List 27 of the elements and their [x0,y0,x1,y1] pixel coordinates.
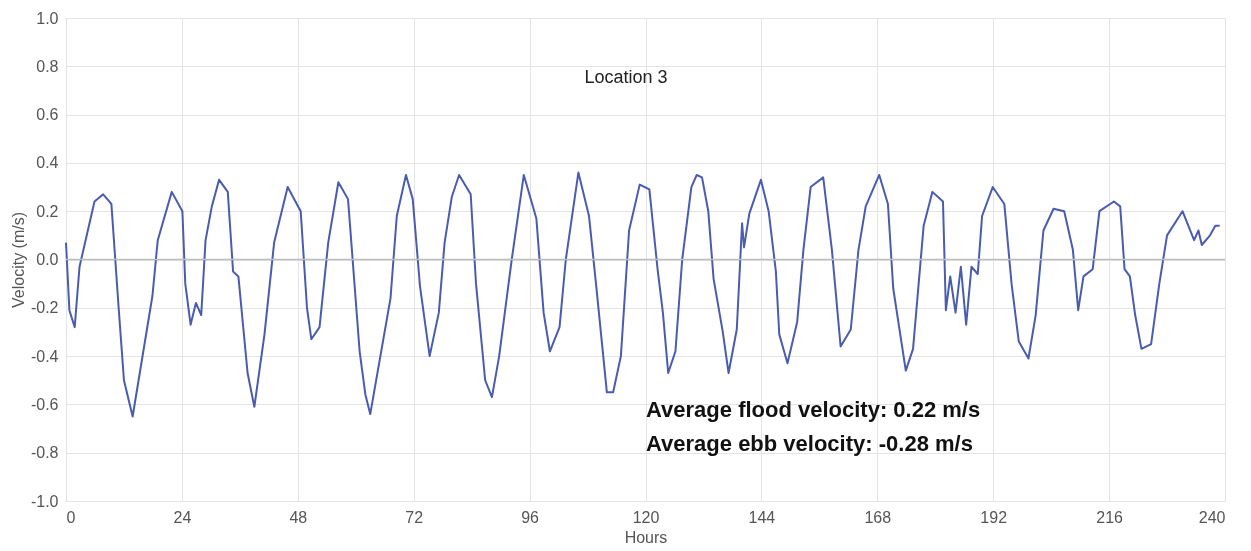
y-tick-label: 0.8 [36,57,59,75]
x-tick-label: 0 [66,508,76,526]
x-tick-label: 144 [748,508,776,526]
y-tick-label: -0.8 [30,444,59,462]
y-tick-label: 1.0 [36,9,59,27]
y-tick-label: 0.2 [36,202,59,220]
x-tick-label: 72 [405,508,424,526]
y-tick-label: 0.6 [36,106,59,124]
x-tick-label: 48 [289,508,308,526]
y-tick-label: 0.4 [36,154,59,172]
y-tick-label: -0.4 [30,347,59,365]
y-axis-title: Velocity (m/s) [9,211,27,309]
y-tick-label: -1.0 [30,492,59,510]
x-tick-label: 24 [173,508,192,526]
x-tick-label: 168 [864,508,892,526]
annotation: Average flood velocity: 0.22 m/s [646,397,981,422]
y-tick-label: -0.6 [30,395,59,413]
annotation: Average ebb velocity: -0.28 m/s [646,431,973,456]
y-tick-label: -0.2 [30,299,59,317]
x-tick-label: 96 [521,508,540,526]
x-axis-title: Hours [624,528,668,546]
x-tick-label: 216 [1096,508,1124,526]
y-tick-label: 0.0 [36,251,59,268]
x-tick-label: 192 [980,508,1008,526]
x-tick-label: 120 [632,508,660,526]
x-tick-label: 240 [1198,508,1226,526]
text: Location 3 [584,67,668,87]
